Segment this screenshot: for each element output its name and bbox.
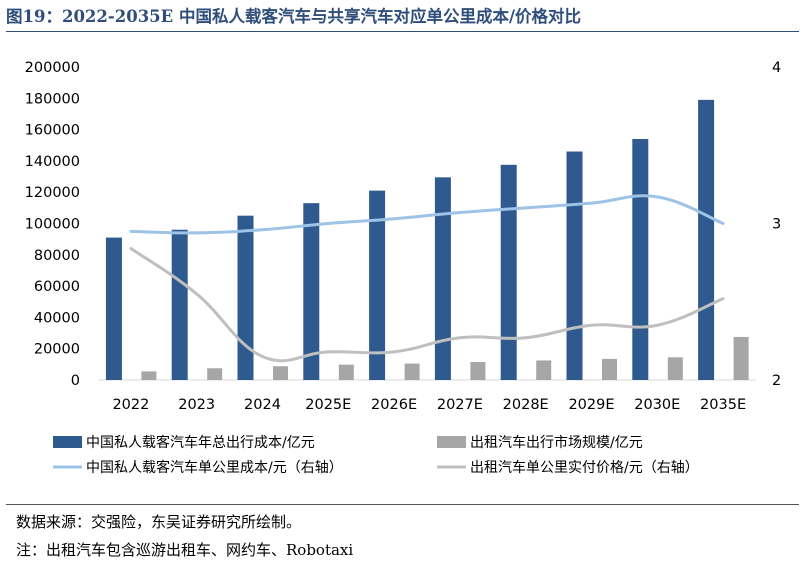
source-note: 数据来源：交强险，东吴证券研究所绘制。 — [16, 513, 302, 531]
bar-taxi-market-size — [141, 371, 157, 380]
bar-private-car-cost — [237, 215, 254, 380]
right-tick-label: 4 — [772, 60, 781, 76]
x-tick-label: 2026E — [371, 397, 417, 413]
footnote: 注：出租汽车包含巡游出租车、网约车、Robotaxi — [16, 541, 354, 559]
left-tick-label: 160000 — [25, 123, 80, 139]
legend-label: 中国私人载客汽车年总出行成本/亿元 — [86, 434, 315, 451]
x-tick-label: 2028E — [503, 397, 549, 413]
bar-private-car-cost — [303, 203, 320, 380]
figure-title: 图19：2022-2035E 中国私人载客汽车与共享汽车对应单公里成本/价格对比 — [6, 7, 582, 26]
bar-taxi-market-size — [470, 362, 486, 380]
footer-divider — [6, 504, 799, 505]
legend-label: 出租汽车出行市场规模/亿元 — [470, 434, 643, 451]
bar-private-car-cost — [500, 164, 517, 380]
left-axis-ticks: 0 20000 40000 60000 80000 100000 120000 140000 1… — [25, 60, 80, 389]
left-tick-label: 0 — [71, 373, 80, 389]
bar-taxi-market-size — [536, 360, 552, 380]
left-tick-label: 40000 — [34, 310, 80, 326]
left-tick-label: 180000 — [25, 91, 80, 107]
bar-taxi-market-size — [602, 358, 617, 380]
legend-label: 出租汽车单公里实付价格/元（右轴） — [470, 459, 699, 476]
bar-private-car-cost — [434, 177, 451, 380]
right-axis-ticks: 2 3 4 — [772, 60, 781, 389]
legend: 中国私人载客汽车年总出行成本/亿元 出租汽车出行市场规模/亿元中国私人载客汽车单公… — [53, 434, 699, 476]
series-lines — [129, 194, 725, 363]
x-tick-label: 2023 — [178, 397, 215, 413]
legend-label: 中国私人载客汽车单公里成本/元（右轴） — [86, 459, 343, 476]
left-tick-label: 80000 — [34, 248, 80, 264]
x-tick-label: 2030E — [634, 397, 680, 413]
bar-taxi-market-size — [404, 363, 420, 380]
bar-taxi-market-size — [273, 366, 288, 380]
left-tick-label: 60000 — [34, 279, 80, 295]
bar-taxi-market-size — [667, 357, 683, 380]
bar-taxi-market-size — [338, 364, 354, 380]
bar-private-car-cost — [566, 151, 583, 380]
bar-taxi-market-size — [207, 368, 223, 380]
bar-private-car-cost — [105, 237, 122, 380]
x-tick-label: 2022 — [112, 397, 149, 413]
left-tick-label: 120000 — [25, 185, 80, 201]
bar-taxi-market-size — [733, 336, 749, 380]
x-tick-label: 2035E — [700, 397, 746, 413]
line-private-car-per-km-cost — [129, 194, 725, 235]
bar-private-car-cost — [632, 138, 649, 380]
bar-private-car-cost — [369, 190, 386, 380]
left-tick-label: 140000 — [25, 154, 80, 170]
right-tick-label: 2 — [772, 373, 781, 389]
line-taxi-per-km-price — [129, 247, 725, 363]
chart: 0 20000 40000 60000 80000 100000 120000 140000 1… — [25, 60, 782, 476]
x-tick-label: 2029E — [568, 397, 614, 413]
bar-private-car-cost — [698, 99, 715, 381]
x-tick-label: 2024 — [244, 397, 281, 413]
bar-private-car-cost — [171, 229, 188, 380]
x-tick-label: 2025E — [305, 397, 351, 413]
bars — [105, 99, 749, 381]
legend-swatch — [53, 436, 82, 448]
x-axis-ticks: 2022 2023 2024 2025E 2026E 2027E 2028E 2029E 203… — [112, 397, 746, 413]
left-tick-label: 20000 — [34, 342, 80, 358]
x-tick-label: 2027E — [437, 397, 483, 413]
left-tick-label: 100000 — [25, 217, 80, 233]
right-tick-label: 3 — [772, 217, 781, 233]
legend-swatch — [437, 436, 466, 448]
left-tick-label: 200000 — [25, 60, 80, 76]
title-divider — [6, 31, 799, 32]
